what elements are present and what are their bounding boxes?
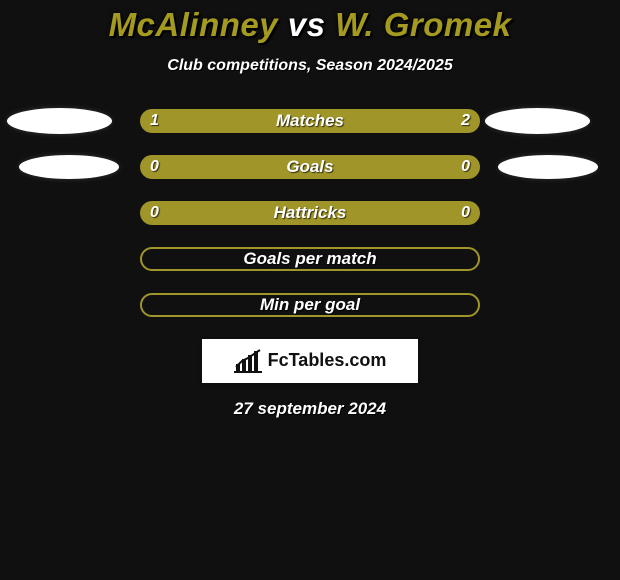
watermark: FcTables.com: [202, 339, 418, 383]
stat-row-mpg: Min per goal: [0, 293, 620, 317]
title-left-player: McAlinney: [109, 6, 279, 43]
player-blob-left: [7, 108, 112, 134]
title: McAlinney vs W. Gromek: [0, 0, 620, 43]
stat-bar: Goals per match: [140, 247, 480, 271]
stat-value-right: 2: [461, 109, 470, 133]
stat-rows: 12Matches00Goals00HattricksGoals per mat…: [0, 109, 620, 317]
player-blob-right: [498, 155, 598, 179]
chart-icon: [234, 349, 262, 373]
stat-value-right: 0: [461, 201, 470, 225]
stat-row-gpm: Goals per match: [0, 247, 620, 271]
stat-bar: 00Hattricks: [140, 201, 480, 225]
date: 27 september 2024: [0, 399, 620, 419]
stat-bar: Min per goal: [140, 293, 480, 317]
stat-value-left: 0: [150, 201, 159, 225]
bar-right-segment: [310, 201, 480, 225]
title-vs: vs: [288, 6, 326, 43]
subtitle: Club competitions, Season 2024/2025: [0, 57, 620, 75]
stat-value-left: 1: [150, 109, 159, 133]
comparison-infographic: McAlinney vs W. Gromek Club competitions…: [0, 0, 620, 580]
player-blob-right: [485, 108, 590, 134]
stat-row-matches: 12Matches: [0, 109, 620, 133]
stat-bar: 12Matches: [140, 109, 480, 133]
bar-right-segment: [245, 109, 480, 133]
player-blob-left: [19, 155, 119, 179]
bar-right-segment: [310, 155, 480, 179]
bar-left-segment: [140, 201, 310, 225]
stat-row-hattricks: 00Hattricks: [0, 201, 620, 225]
watermark-text: FcTables.com: [268, 350, 387, 371]
stat-label: Goals per match: [142, 249, 478, 269]
stat-label: Min per goal: [142, 295, 478, 315]
stat-value-left: 0: [150, 155, 159, 179]
title-right-player: W. Gromek: [335, 6, 511, 43]
stat-row-goals: 00Goals: [0, 155, 620, 179]
stat-bar: 00Goals: [140, 155, 480, 179]
stat-value-right: 0: [461, 155, 470, 179]
bar-left-segment: [140, 155, 310, 179]
